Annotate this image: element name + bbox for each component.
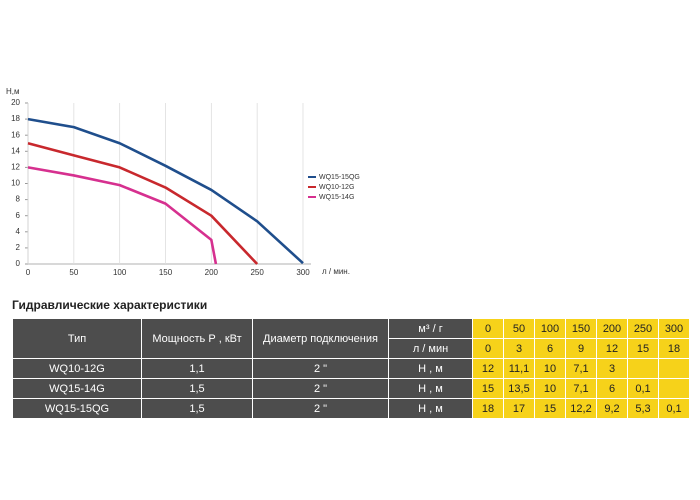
table-row: Тип Мощность Р , кВт Диаметр подключения м³… <box>12 318 690 359</box>
legend-label: WQ15-14G <box>319 194 354 201</box>
table-cell: 15 <box>472 378 504 399</box>
y-tick-label: 16 <box>11 130 20 139</box>
table-cell: 10 <box>534 378 566 399</box>
table-row: WQ15-15QG 1,5 2 " Н , м 18 17 15 12,2 9,2 5,3 0,1 <box>12 398 690 419</box>
x-tick-label: 150 <box>159 268 173 277</box>
x-tick-label: 250 <box>250 268 264 277</box>
table-cell: м³ / г <box>388 318 473 339</box>
table-cell: 12 <box>472 358 504 379</box>
table-cell: 6 <box>596 378 628 399</box>
table-cell: 0,1 <box>627 378 659 399</box>
x-tick-label: 50 <box>69 268 78 277</box>
table-cell: 18 <box>472 398 504 419</box>
table-cell: 1,1 <box>141 358 253 379</box>
table-cell: 50 <box>503 318 535 339</box>
y-tick-label: 10 <box>11 179 20 188</box>
table-cell: 0 <box>472 338 504 359</box>
table-cell: 100 <box>534 318 566 339</box>
table-cell: л / мин <box>388 338 473 359</box>
table-cell: 12,2 <box>565 398 597 419</box>
table-cell: 300 <box>658 318 690 339</box>
y-tick-label: 6 <box>16 211 21 220</box>
table-cell: 2 " <box>252 378 389 399</box>
table-title: Гидравлические характеристики <box>12 298 208 312</box>
table-cell: 17 <box>503 398 535 419</box>
table-cell: 0,1 <box>658 398 690 419</box>
table-cell: Н , м <box>388 358 473 379</box>
x-tick-label: 0 <box>26 268 31 277</box>
table-cell: 0 <box>472 318 504 339</box>
table-cell: 9,2 <box>596 398 628 419</box>
table-row: WQ15-14G 1,5 2 " Н , м 15 13,5 10 7,1 6 0,1 <box>12 378 690 399</box>
table-cell: Мощность Р , кВт <box>141 318 253 359</box>
table-cell: 200 <box>596 318 628 339</box>
y-tick-label: 20 <box>11 98 20 107</box>
table-cell: Тип <box>12 318 142 359</box>
y-tick-label: 14 <box>11 146 20 155</box>
table-cell: 2 " <box>252 358 389 379</box>
table-cell: 1,5 <box>141 398 253 419</box>
table-cell: Диаметр подключения <box>252 318 389 359</box>
legend-label: WQ15-15QG <box>319 174 360 181</box>
table-cell: 13,5 <box>503 378 535 399</box>
x-tick-label: 200 <box>205 268 219 277</box>
table-cell: 9 <box>565 338 597 359</box>
table-cell: 15 <box>627 338 659 359</box>
table-cell: 250 <box>627 318 659 339</box>
table-cell <box>658 358 690 379</box>
table-cell: Н , м <box>388 398 473 419</box>
table-cell: 3 <box>503 338 535 359</box>
table-row: WQ10-12G 1,1 2 " Н , м 12 11,1 10 7,1 3 <box>12 358 690 379</box>
table-cell: 5,3 <box>627 398 659 419</box>
table-cell: 18 <box>658 338 690 359</box>
y-tick-label: 12 <box>11 163 20 172</box>
table-cell: 15 <box>534 398 566 419</box>
table-cell: 6 <box>534 338 566 359</box>
table-cell: WQ10-12G <box>12 358 142 379</box>
y-tick-label: 8 <box>16 195 21 204</box>
table-cell: 2 " <box>252 398 389 419</box>
x-tick-label: 300 <box>296 268 310 277</box>
table-cell: WQ15-14G <box>12 378 142 399</box>
table-cell: 12 <box>596 338 628 359</box>
series-line <box>27 117 304 265</box>
table-cell: 150 <box>565 318 597 339</box>
series-line <box>27 166 218 265</box>
x-tick-label: 100 <box>113 268 127 277</box>
legend-label: WQ10-12G <box>319 184 354 191</box>
x-axis-label: л / мин. <box>322 267 350 276</box>
y-tick-label: 4 <box>16 227 21 236</box>
table-cell: 10 <box>534 358 566 379</box>
y-tick-label: 0 <box>16 259 21 268</box>
table-cell: 7,1 <box>565 358 597 379</box>
table-cell: 11,1 <box>503 358 535 379</box>
table-cell: 1,5 <box>141 378 253 399</box>
table-cell: 3 <box>596 358 628 379</box>
series-line <box>27 141 259 265</box>
table-cell: 7,1 <box>565 378 597 399</box>
spec-table: Тип Мощность Р , кВт Диаметр подключения м³… <box>12 318 690 419</box>
y-tick-label: 18 <box>11 114 20 123</box>
y-axis-label: Н,м <box>6 87 20 96</box>
table-cell: Н , м <box>388 378 473 399</box>
table-cell: WQ15-15QG <box>12 398 142 419</box>
table-cell <box>658 378 690 399</box>
table-cell <box>627 358 659 379</box>
y-tick-label: 2 <box>16 243 21 252</box>
